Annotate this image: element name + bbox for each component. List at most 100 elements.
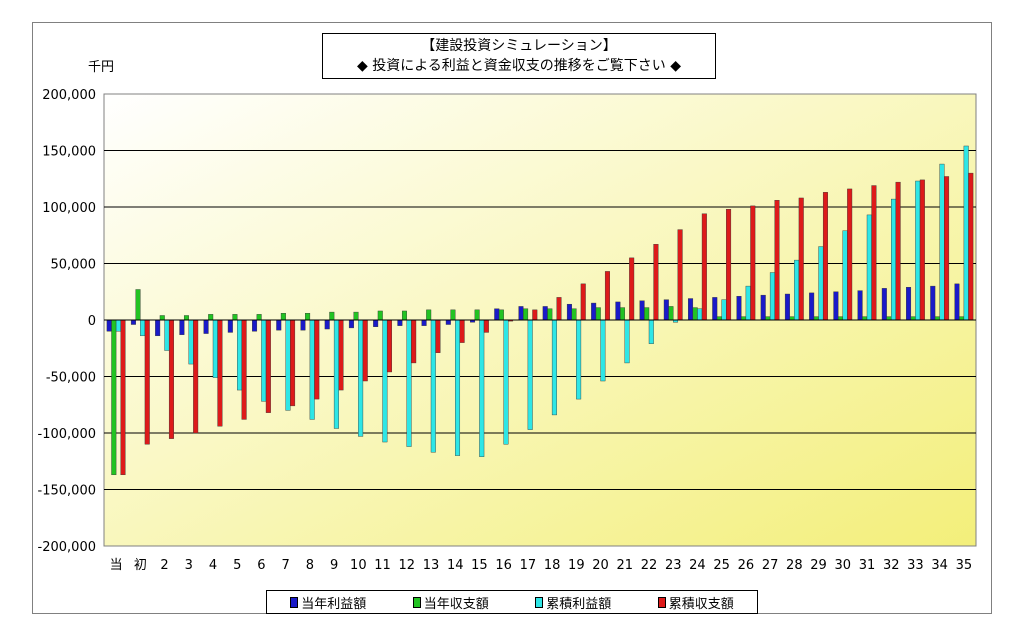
bar-2-16 (503, 319, 509, 445)
x-tick-label: 16 (495, 558, 512, 573)
bar-1-13 (426, 309, 432, 321)
bar-1-34 (934, 316, 940, 321)
bar-3-4 (217, 319, 223, 427)
bar-1-29 (813, 316, 819, 321)
y-tick-label: -200,000 (38, 540, 96, 555)
x-tick-label: 13 (423, 558, 440, 573)
bar-2-35 (963, 145, 969, 321)
bar-0-32 (881, 288, 887, 321)
bar-3-24 (701, 213, 707, 321)
chart-subtitle: ◆ 投資による利益と資金収支の推移をご覧下さい ◆ (356, 58, 681, 74)
bar-2-15 (479, 319, 485, 457)
bar-0-11 (373, 319, 379, 327)
bar-1-6 (256, 314, 262, 321)
bar-2-17 (527, 319, 533, 430)
bar-0-19 (566, 303, 572, 321)
legend-swatch-0 (290, 596, 299, 608)
bar-2-20 (600, 319, 606, 382)
legend-item-0: 当年利益額 (290, 593, 366, 612)
bar-1-14 (450, 309, 456, 321)
bar-3-27 (774, 200, 780, 321)
bar-3-30 (847, 188, 853, 321)
x-tick-label: 6 (257, 558, 265, 573)
legend-label-2: 累積利益額 (546, 596, 612, 612)
bar-2-28 (794, 259, 800, 321)
y-tick-label: -100,000 (38, 427, 96, 442)
bar-2-27 (769, 272, 775, 321)
bar-3-10 (362, 319, 368, 382)
bar-1-17 (523, 308, 529, 321)
bar-2-13 (430, 319, 436, 453)
x-tick-label: 26 (738, 558, 755, 573)
bar-2-31 (866, 214, 872, 321)
x-tick-label: 14 (447, 558, 464, 573)
legend-swatch-3 (657, 596, 666, 608)
x-tick-label: 27 (762, 558, 779, 573)
bar-0-18 (542, 306, 548, 321)
legend-swatch-2 (535, 596, 544, 608)
bar-3-28 (798, 197, 804, 321)
x-tick-label: 9 (330, 558, 338, 573)
bar-3-23 (677, 229, 683, 321)
bar-0-4 (203, 319, 209, 334)
bar-1-30 (837, 316, 843, 321)
bar-2-0 (115, 319, 121, 332)
bar-2-6 (261, 319, 267, 402)
x-tick-label: 24 (689, 558, 706, 573)
bar-0-1 (130, 319, 136, 325)
bar-3-31 (871, 185, 877, 321)
x-tick-label: 5 (233, 558, 241, 573)
y-tick-label: 200,000 (42, 88, 96, 103)
bar-3-7 (290, 319, 296, 407)
y-tick-label: -50,000 (46, 371, 96, 386)
bar-3-13 (435, 319, 441, 353)
bar-3-34 (944, 176, 950, 321)
bar-2-1 (140, 319, 146, 337)
x-tick-label: 15 (471, 558, 488, 573)
bar-3-9 (338, 319, 344, 391)
bar-3-19 (580, 283, 586, 321)
bar-1-1 (135, 289, 141, 321)
bar-3-35 (968, 172, 974, 321)
legend-label-1: 当年収支額 (423, 596, 489, 612)
y-tick-label: 100,000 (42, 201, 96, 216)
legend: 当年利益額 当年収支額 累積利益額 累積収支額 (266, 590, 758, 614)
bar-1-21 (619, 307, 625, 321)
bar-2-25 (721, 299, 727, 321)
bar-1-4 (208, 314, 214, 321)
x-tick-label: 35 (956, 558, 973, 573)
bar-1-8 (305, 313, 311, 321)
bar-0-7 (276, 319, 282, 331)
bar-3-17 (532, 309, 538, 321)
y-tick-label: 150,000 (42, 145, 96, 160)
bar-0-28 (784, 293, 790, 321)
x-tick-label: 32 (883, 558, 900, 573)
bar-1-28 (789, 316, 795, 321)
bar-3-5 (241, 319, 247, 420)
bar-0-13 (421, 319, 427, 326)
bar-3-32 (895, 181, 901, 321)
bar-1-3 (183, 315, 189, 321)
x-tick-label: 初 (134, 558, 147, 573)
bar-2-33 (915, 180, 921, 321)
bar-1-22 (644, 307, 650, 321)
y-tick-label: -150,000 (38, 484, 96, 499)
bar-0-27 (760, 294, 766, 321)
bar-2-4 (212, 319, 218, 378)
bar-0-34 (930, 285, 936, 321)
x-tick-label: 11 (374, 558, 391, 573)
x-tick-label: 30 (835, 558, 852, 573)
bar-1-9 (329, 311, 335, 321)
bar-2-29 (818, 246, 824, 321)
bar-2-9 (333, 319, 339, 429)
bar-3-3 (193, 319, 199, 434)
bar-1-12 (401, 310, 407, 321)
chart-title-box: 【建設投資シミュレーション】 ◆ 投資による利益と資金収支の推移をご覧下さい ◆ (322, 33, 716, 79)
bar-0-5 (227, 319, 233, 333)
bar-2-5 (237, 319, 243, 391)
bar-0-22 (639, 300, 645, 321)
bar-1-33 (910, 316, 916, 321)
bar-3-6 (265, 319, 271, 413)
bar-3-26 (750, 205, 756, 321)
